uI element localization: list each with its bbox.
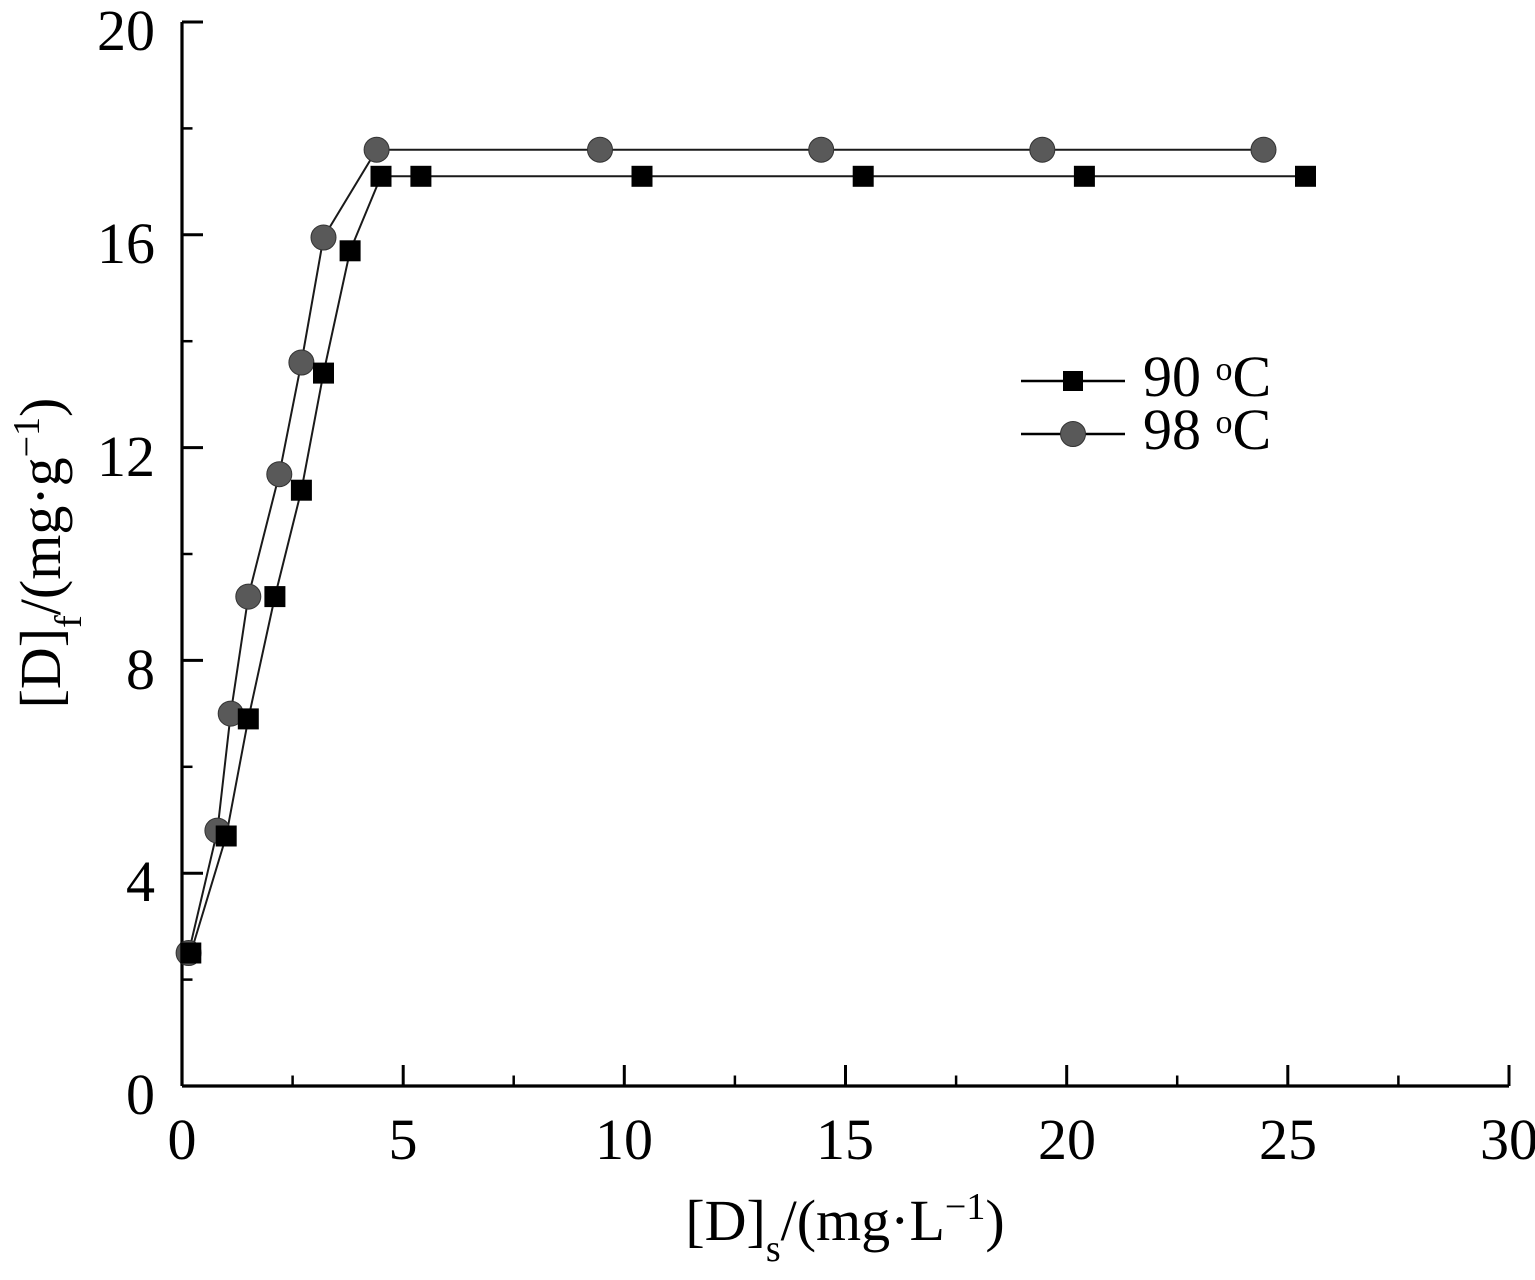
svg-text:0: 0 bbox=[168, 1107, 197, 1172]
svg-text:10: 10 bbox=[595, 1107, 653, 1172]
svg-text:[D]s/(mg·L−1): [D]s/(mg·L−1) bbox=[685, 1186, 1004, 1270]
svg-text:20: 20 bbox=[1038, 1107, 1096, 1172]
svg-text:30: 30 bbox=[1480, 1107, 1535, 1172]
svg-text:20: 20 bbox=[97, 0, 155, 63]
svg-text:0: 0 bbox=[126, 1062, 155, 1127]
svg-text:8: 8 bbox=[126, 637, 155, 702]
svg-text:25: 25 bbox=[1259, 1107, 1317, 1172]
svg-text:16: 16 bbox=[97, 211, 155, 276]
svg-text:5: 5 bbox=[389, 1107, 418, 1172]
svg-text:[D]f/(mg·g−1): [D]f/(mg·g−1) bbox=[6, 398, 90, 709]
svg-text:98 oC: 98 oC bbox=[1143, 397, 1271, 462]
svg-text:12: 12 bbox=[97, 424, 155, 489]
svg-text:4: 4 bbox=[126, 849, 155, 914]
svg-text:15: 15 bbox=[816, 1107, 874, 1172]
